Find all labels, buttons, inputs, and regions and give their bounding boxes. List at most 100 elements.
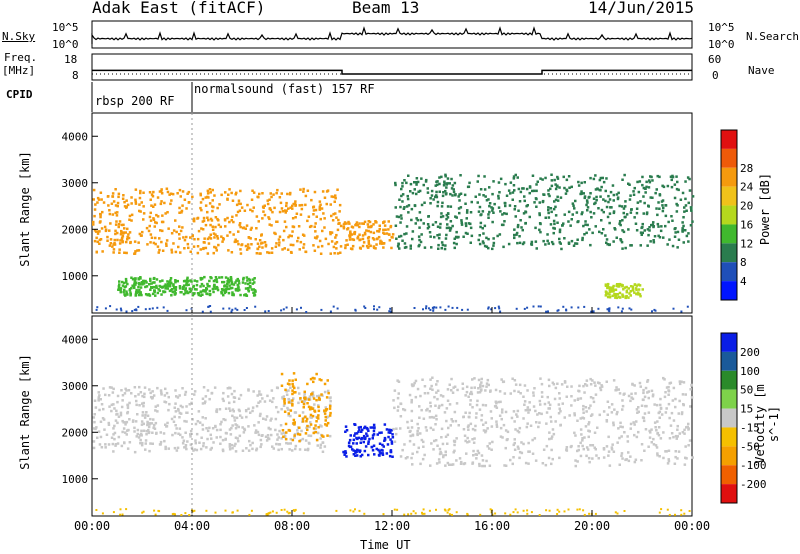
scatter-cell-power-1 [148, 283, 151, 286]
scatter-cell-power-3 [515, 231, 519, 235]
scatter-cell-velocity-0 [99, 398, 102, 401]
scatter-cell-power-1 [186, 291, 190, 295]
scatter-cell-power-3 [427, 225, 431, 229]
scatter-cell-velocity-2 [373, 426, 376, 430]
scatter-cell-power-3 [613, 227, 616, 230]
scatter-cell-power-1 [214, 279, 217, 282]
scatter-cell-velocity-3 [591, 397, 595, 400]
scatter-cell-power-3 [658, 236, 662, 239]
scatter-cell-velocity-3 [677, 412, 680, 415]
scatter-cell-power-0 [291, 217, 295, 220]
scatter-cell-power-3 [513, 205, 517, 208]
scatter-cell-power-3 [445, 226, 449, 230]
scatter-cell-power-0 [251, 189, 254, 192]
scatter-cell-power-0 [117, 223, 121, 226]
scatter-cell-velocity-3 [581, 439, 584, 442]
scatter-cell-velocity-0 [266, 394, 269, 398]
scatter-cell-power-3 [639, 231, 643, 234]
scatter-cell-velocity-0 [135, 403, 138, 407]
ground-scatter-cell-velocity [280, 509, 283, 511]
scatter-cell-power-3 [469, 222, 472, 226]
scatter-cell-power-0 [166, 211, 169, 214]
scatter-cell-power-3 [479, 213, 482, 217]
scatter-cell-power-0 [204, 223, 208, 227]
sky-tick-top: 10^5 [52, 21, 79, 34]
scatter-cell-power-3 [681, 228, 685, 231]
scatter-cell-power-1 [243, 293, 246, 297]
scatter-cell-power-0 [197, 229, 201, 233]
scatter-cell-velocity-3 [432, 416, 436, 419]
scatter-cell-power-0 [224, 225, 227, 228]
scatter-cell-velocity-3 [430, 384, 433, 388]
scatter-cell-power-1 [150, 282, 153, 285]
scatter-cell-velocity-0 [293, 432, 297, 436]
scatter-cell-velocity-0 [177, 409, 180, 412]
scatter-cell-velocity-2 [347, 441, 351, 444]
scatter-cell-power-0 [134, 202, 138, 205]
scatter-cell-power-3 [541, 199, 545, 203]
scatter-cell-velocity-3 [429, 464, 432, 467]
scatter-cell-velocity-3 [416, 432, 419, 435]
scatter-cell-power-3 [571, 213, 574, 216]
scatter-cell-power-3 [570, 218, 573, 221]
scatter-cell-power-0 [297, 225, 301, 228]
scatter-cell-velocity-3 [516, 415, 519, 418]
scatter-cell-velocity-0 [148, 449, 151, 453]
ground-scatter-cell-power [628, 307, 631, 310]
scatter-cell-velocity-3 [576, 449, 579, 453]
cpid-mode-2: normalsound (fast) 157 RF [194, 82, 375, 96]
scatter-cell-velocity-1 [325, 396, 329, 399]
scatter-cell-power-0 [159, 202, 163, 206]
scatter-cell-power-3 [515, 233, 518, 236]
scatter-cell-power-2 [382, 221, 385, 224]
ground-scatter-cell-velocity [363, 512, 366, 515]
scatter-cell-power-0 [141, 230, 144, 234]
scatter-cell-velocity-1 [287, 401, 291, 404]
scatter-cell-power-0 [313, 236, 317, 239]
scatter-cell-power-2 [353, 232, 356, 235]
scatter-cell-velocity-3 [598, 382, 601, 385]
scatter-cell-velocity-3 [548, 403, 552, 407]
scatter-cell-power-0 [196, 251, 200, 255]
scatter-cell-velocity-3 [512, 410, 516, 413]
xtick-label: 04:00 [174, 519, 210, 533]
scatter-cell-velocity-1 [298, 433, 302, 436]
scatter-cell-velocity-0 [298, 392, 301, 395]
scatter-cell-velocity-0 [309, 434, 313, 438]
scatter-cell-power-1 [251, 282, 255, 285]
scatter-cell-power-0 [234, 240, 237, 243]
scatter-cell-power-3 [520, 226, 523, 229]
scatter-cell-velocity-3 [535, 421, 538, 424]
scatter-cell-power-3 [568, 186, 571, 189]
scatter-cell-power-3 [567, 242, 571, 245]
scatter-cell-power-0 [186, 242, 190, 246]
ground-scatter-cell-velocity [558, 510, 561, 513]
scatter-cell-velocity-3 [528, 401, 531, 404]
scatter-cell-power-3 [455, 216, 458, 219]
scatter-cell-velocity-3 [630, 396, 633, 399]
scatter-cell-velocity-0 [143, 392, 146, 396]
scatter-cell-velocity-3 [683, 428, 686, 432]
scatter-cell-power-0 [294, 200, 297, 203]
scatter-cell-power-3 [443, 181, 446, 185]
scatter-cell-power-1 [139, 277, 142, 280]
scatter-cell-power-0 [165, 187, 169, 190]
scatter-cell-power-0 [281, 210, 285, 213]
scatter-cell-velocity-0 [116, 412, 119, 416]
scatter-cell-power-0 [111, 192, 115, 195]
scatter-cell-power-0 [112, 243, 115, 246]
scatter-cell-velocity-0 [130, 392, 133, 395]
scatter-cell-power-1 [199, 290, 203, 293]
scatter-cell-power-4 [625, 289, 629, 292]
scatter-cell-velocity-3 [612, 421, 615, 424]
scatter-cell-power-3 [533, 201, 536, 204]
scatter-cell-velocity-3 [479, 383, 482, 387]
scatter-cell-velocity-0 [198, 441, 201, 444]
scatter-cell-power-0 [174, 250, 178, 254]
ground-scatter-cell-velocity [526, 509, 529, 512]
scatter-cell-power-3 [635, 211, 639, 215]
scatter-cell-power-1 [163, 290, 167, 294]
scatter-cell-power-0 [334, 212, 337, 215]
scatter-cell-velocity-0 [228, 443, 232, 446]
scatter-cell-velocity-0 [321, 450, 325, 453]
